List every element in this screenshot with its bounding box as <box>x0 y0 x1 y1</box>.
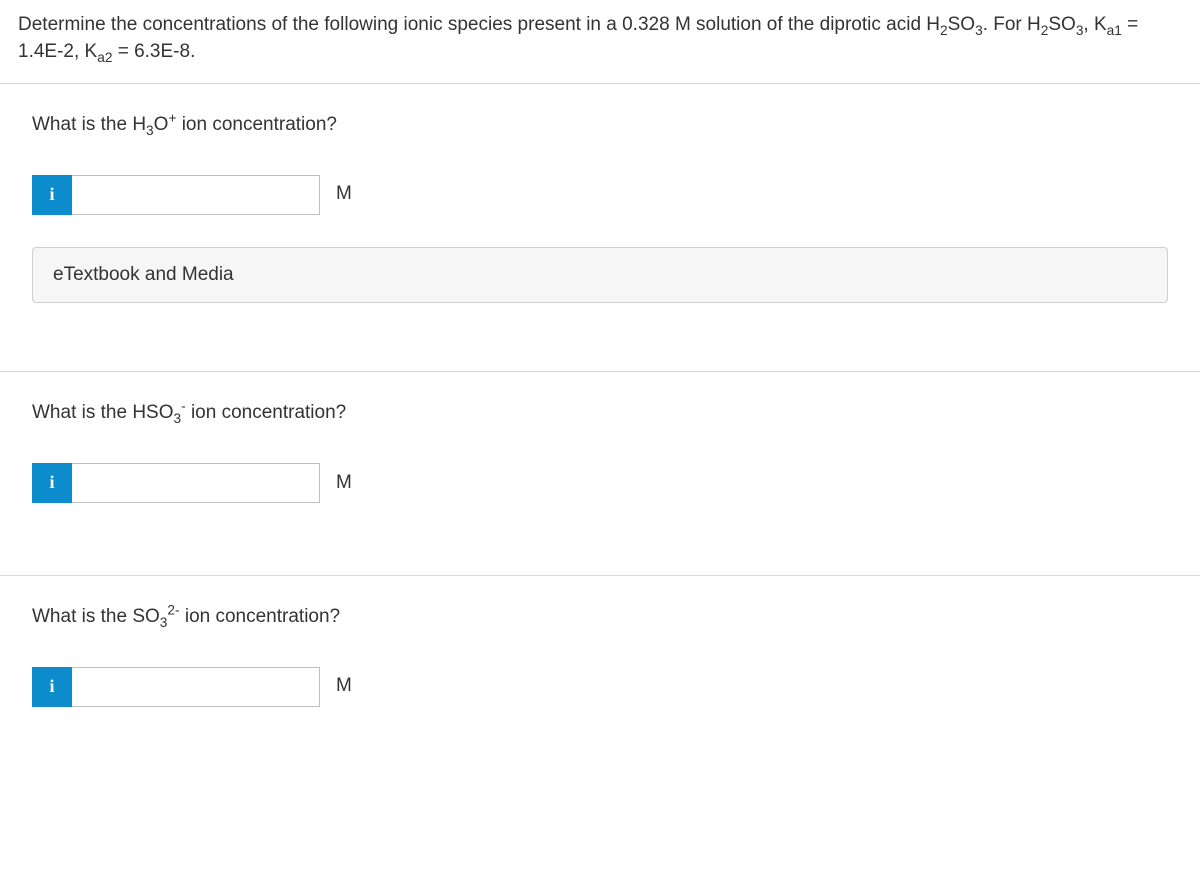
question-label-3: What is the SO32- ion concentration? <box>32 604 1168 631</box>
problem-text-part: SO <box>1048 14 1075 35</box>
etextbook-button[interactable]: eTextbook and Media <box>32 247 1168 304</box>
subscript: 3 <box>146 123 154 138</box>
info-glyph: i <box>49 470 54 495</box>
unit-label: M <box>336 181 352 208</box>
subscript: 3 <box>174 411 182 426</box>
problem-text-part: . For H <box>983 14 1041 35</box>
problem-text-part: = 6.3E-8. <box>112 41 195 62</box>
label-part: What is the HSO <box>32 402 174 423</box>
label-part: ion concentration? <box>180 606 341 627</box>
label-part: What is the H <box>32 114 146 135</box>
label-part: What is the SO <box>32 606 160 627</box>
etextbook-label: eTextbook and Media <box>53 264 234 285</box>
question-label-2: What is the HSO3- ion concentration? <box>32 400 1168 427</box>
problem-text-part: , K <box>1083 14 1106 35</box>
answer-input-2[interactable] <box>72 463 320 503</box>
label-part: O <box>154 114 169 135</box>
info-icon[interactable]: i <box>32 463 72 503</box>
unit-label: M <box>336 470 352 497</box>
unit-label: M <box>336 673 352 700</box>
superscript: 2- <box>167 603 179 618</box>
input-row-3: i M <box>32 667 1168 707</box>
question-section-3: What is the SO32- ion concentration? i M <box>0 575 1200 717</box>
label-part: ion concentration? <box>176 114 337 135</box>
question-section-2: What is the HSO3- ion concentration? i M <box>0 371 1200 545</box>
info-icon[interactable]: i <box>32 175 72 215</box>
answer-input-3[interactable] <box>72 667 320 707</box>
info-glyph: i <box>49 182 54 207</box>
subscript: a2 <box>97 49 112 64</box>
answer-input-1[interactable] <box>72 175 320 215</box>
problem-statement: Determine the concentrations of the foll… <box>0 0 1200 83</box>
input-row-2: i M <box>32 463 1168 503</box>
question-section-1: What is the H3O+ ion concentration? i M … <box>0 83 1200 341</box>
input-row-1: i M <box>32 175 1168 215</box>
problem-text-part: Determine the concentrations of the foll… <box>18 14 940 35</box>
question-label-1: What is the H3O+ ion concentration? <box>32 112 1168 139</box>
subscript: a1 <box>1107 23 1122 38</box>
label-part: ion concentration? <box>186 402 347 423</box>
info-icon[interactable]: i <box>32 667 72 707</box>
subscript: 3 <box>975 23 983 38</box>
problem-text-part: SO <box>948 14 975 35</box>
subscript: 2 <box>940 23 948 38</box>
info-glyph: i <box>49 674 54 699</box>
